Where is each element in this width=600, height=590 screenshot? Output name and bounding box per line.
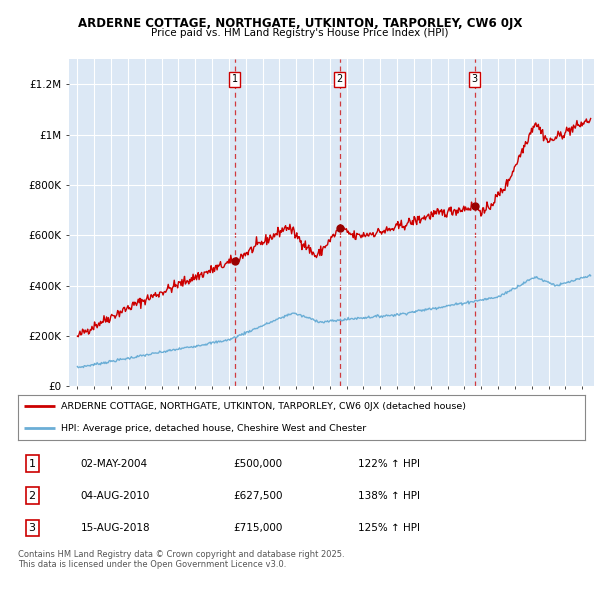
- Text: 3: 3: [29, 523, 35, 533]
- Text: £627,500: £627,500: [233, 491, 283, 500]
- Text: 15-AUG-2018: 15-AUG-2018: [80, 523, 150, 533]
- Text: Contains HM Land Registry data © Crown copyright and database right 2025.
This d: Contains HM Land Registry data © Crown c…: [18, 550, 344, 569]
- Text: 125% ↑ HPI: 125% ↑ HPI: [358, 523, 420, 533]
- Text: ARDERNE COTTAGE, NORTHGATE, UTKINTON, TARPORLEY, CW6 0JX (detached house): ARDERNE COTTAGE, NORTHGATE, UTKINTON, TA…: [61, 402, 466, 411]
- Text: 122% ↑ HPI: 122% ↑ HPI: [358, 458, 420, 468]
- Text: 2: 2: [337, 74, 343, 84]
- Text: 3: 3: [472, 74, 478, 84]
- Text: 1: 1: [29, 458, 35, 468]
- Text: £715,000: £715,000: [233, 523, 283, 533]
- Text: 1: 1: [232, 74, 238, 84]
- Text: HPI: Average price, detached house, Cheshire West and Chester: HPI: Average price, detached house, Ches…: [61, 424, 366, 433]
- Text: 2: 2: [29, 491, 36, 500]
- Text: Price paid vs. HM Land Registry's House Price Index (HPI): Price paid vs. HM Land Registry's House …: [151, 28, 449, 38]
- Text: 04-AUG-2010: 04-AUG-2010: [80, 491, 150, 500]
- Text: £500,000: £500,000: [233, 458, 283, 468]
- Text: 02-MAY-2004: 02-MAY-2004: [80, 458, 148, 468]
- Text: ARDERNE COTTAGE, NORTHGATE, UTKINTON, TARPORLEY, CW6 0JX: ARDERNE COTTAGE, NORTHGATE, UTKINTON, TA…: [78, 17, 522, 30]
- Text: 138% ↑ HPI: 138% ↑ HPI: [358, 491, 420, 500]
